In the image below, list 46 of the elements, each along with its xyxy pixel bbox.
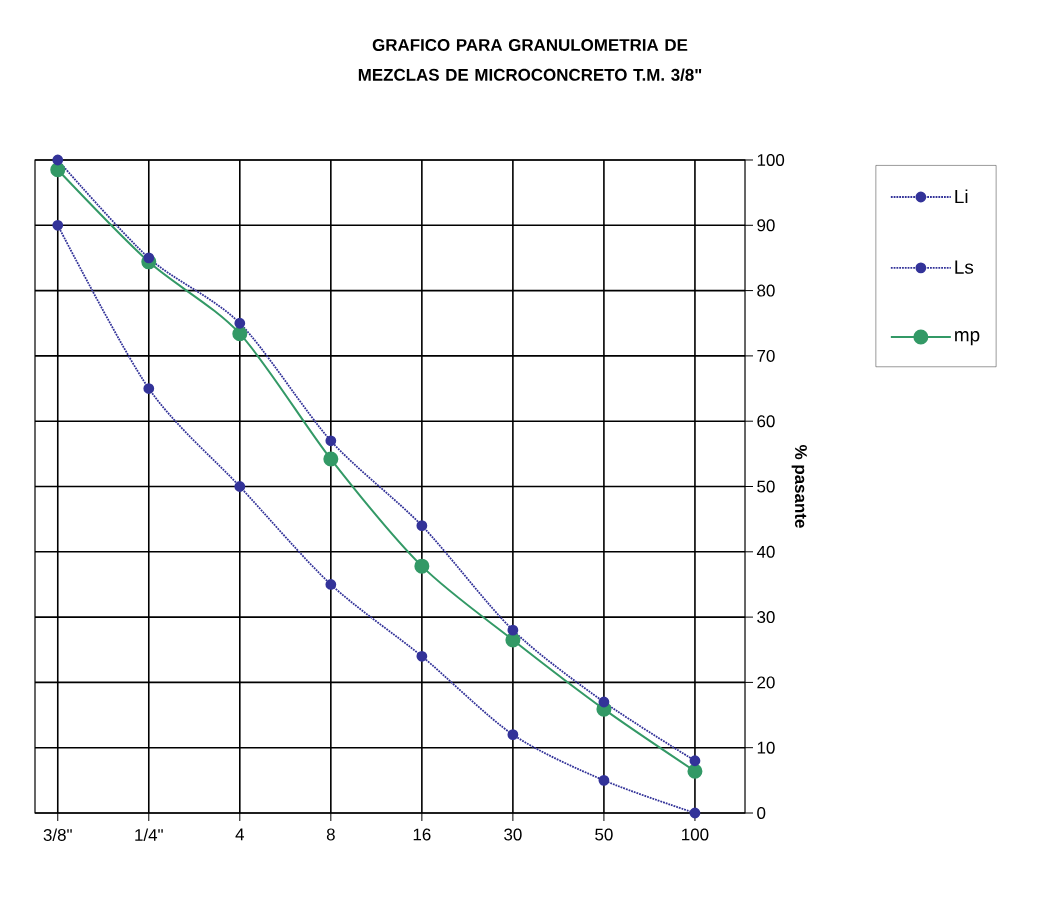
x-tick-label: 3/8" xyxy=(43,828,72,841)
point xyxy=(52,154,64,166)
point xyxy=(598,696,610,708)
point xyxy=(416,520,428,532)
x-tick-label: 16 xyxy=(413,828,431,841)
x-tick-label: 50 xyxy=(595,828,613,841)
x-tick-label: 8 xyxy=(326,828,335,841)
point xyxy=(232,326,248,342)
chart-title: GRAFICO PARA GRANULOMETRIA DE MEZCLAS DE MICROCONCRETO T.M. 3/8" xyxy=(358,38,702,82)
point xyxy=(598,774,610,786)
y-tick-label: 20 xyxy=(757,676,775,689)
point xyxy=(234,481,246,492)
point xyxy=(143,252,155,264)
point xyxy=(689,807,701,819)
x-tick-label: 30 xyxy=(504,828,522,841)
y-tick-label: 0 xyxy=(757,807,766,819)
y-tick-label: 50 xyxy=(757,480,775,493)
y-tick-label: 10 xyxy=(757,741,775,754)
y-tick-label: 40 xyxy=(756,545,775,558)
x-tick-label: 1/4" xyxy=(135,828,163,841)
legend-label: mp xyxy=(955,331,980,346)
point xyxy=(50,162,66,178)
legend-label: Li xyxy=(955,189,968,204)
y-tick-label: 100 xyxy=(757,153,785,166)
point xyxy=(143,383,155,394)
x-tick-label: 4 xyxy=(235,828,245,841)
point xyxy=(507,729,519,741)
y-tick-label: 70 xyxy=(757,349,775,362)
point xyxy=(52,219,64,231)
point xyxy=(414,558,430,574)
y-axis-title: % pasante xyxy=(791,445,807,528)
point xyxy=(687,763,703,779)
y-tick-label: 80 xyxy=(757,284,775,297)
x-tick-label: 100 xyxy=(682,828,709,841)
point xyxy=(689,755,701,767)
y-tick-label: 60 xyxy=(757,415,775,428)
point xyxy=(323,451,339,467)
point xyxy=(325,579,337,590)
y-tick-label: 30 xyxy=(757,611,775,624)
point xyxy=(505,632,521,648)
point xyxy=(234,317,246,329)
point xyxy=(325,435,337,447)
legend-label: Ls xyxy=(955,260,974,274)
point xyxy=(507,624,519,636)
point xyxy=(416,650,428,662)
y-tick-label: 90 xyxy=(757,219,775,232)
